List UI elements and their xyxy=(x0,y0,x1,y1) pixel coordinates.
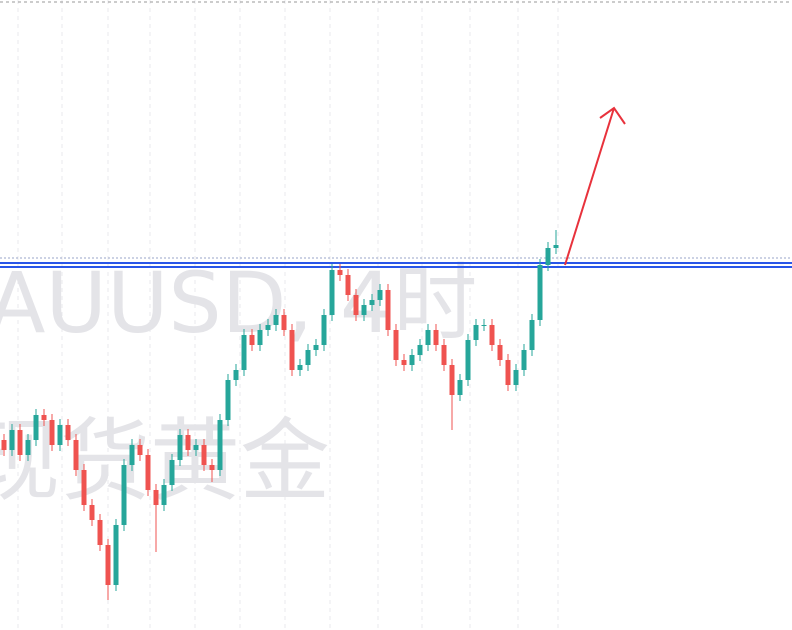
candle-body xyxy=(265,325,271,330)
candle-body xyxy=(241,335,247,370)
candle-body xyxy=(537,265,543,320)
candle-body xyxy=(313,345,319,350)
candle-body xyxy=(249,335,255,345)
candle-body xyxy=(105,545,111,585)
candle-body xyxy=(553,245,559,248)
candle-body xyxy=(145,455,151,490)
candle-body xyxy=(401,360,407,365)
candle-body xyxy=(225,380,231,420)
candle-body xyxy=(433,330,439,345)
candle-body xyxy=(169,460,175,485)
candle-body xyxy=(457,380,463,395)
candle-body xyxy=(33,415,39,440)
watermark-symbol: AUUSD, 4时 xyxy=(0,254,477,352)
candle-body xyxy=(361,305,367,315)
candle-body xyxy=(49,420,55,445)
candle-body xyxy=(41,415,47,420)
candle-body xyxy=(73,440,79,470)
candle-body xyxy=(489,325,495,345)
candle-body xyxy=(417,345,423,355)
candle-body xyxy=(153,490,159,505)
candle-body xyxy=(345,275,351,295)
candle-body xyxy=(65,425,71,440)
candle-body xyxy=(513,370,519,385)
candle-body xyxy=(385,290,391,330)
candle-body xyxy=(473,325,479,340)
candle-body xyxy=(25,440,31,455)
candle-body xyxy=(321,315,327,345)
candle-body xyxy=(545,248,551,265)
candle-body xyxy=(113,525,119,585)
candle-body xyxy=(97,520,103,545)
candle-body xyxy=(89,505,95,520)
candle-body xyxy=(289,330,295,370)
candle-body xyxy=(81,470,87,505)
candle-body xyxy=(273,315,279,325)
candle-body xyxy=(441,345,447,365)
candle-body xyxy=(305,350,311,365)
candle-body xyxy=(521,350,527,370)
candle-body xyxy=(57,425,63,445)
candle-body xyxy=(465,340,471,380)
candle-body xyxy=(409,355,415,365)
candle-body xyxy=(9,430,15,450)
candle-body xyxy=(1,440,7,450)
candle-body xyxy=(505,360,511,385)
candle-body xyxy=(393,330,399,360)
candle-body xyxy=(377,290,383,300)
candle-body xyxy=(217,420,223,470)
candle-body xyxy=(297,365,303,370)
candle-body xyxy=(257,330,263,345)
trend-arrow xyxy=(564,106,626,266)
candle-body xyxy=(193,445,199,450)
candle-body xyxy=(481,325,487,326)
candle-body xyxy=(233,370,239,380)
candle-body xyxy=(281,315,287,330)
candle-body xyxy=(337,270,343,275)
candle-body xyxy=(161,485,167,505)
candle-body xyxy=(177,435,183,460)
candle-body xyxy=(129,445,135,465)
candle-body xyxy=(369,300,375,305)
candle-body xyxy=(529,320,535,350)
candle-body xyxy=(185,435,191,450)
candle-body xyxy=(137,445,143,455)
candle-body xyxy=(353,295,359,315)
candle-body xyxy=(329,270,335,315)
candle-body xyxy=(201,445,207,465)
candle-body xyxy=(17,430,23,455)
candle-body xyxy=(449,365,455,395)
candle-body xyxy=(497,345,503,360)
candle-body xyxy=(425,330,431,345)
candle-body xyxy=(209,465,215,470)
candle-body xyxy=(121,465,127,525)
